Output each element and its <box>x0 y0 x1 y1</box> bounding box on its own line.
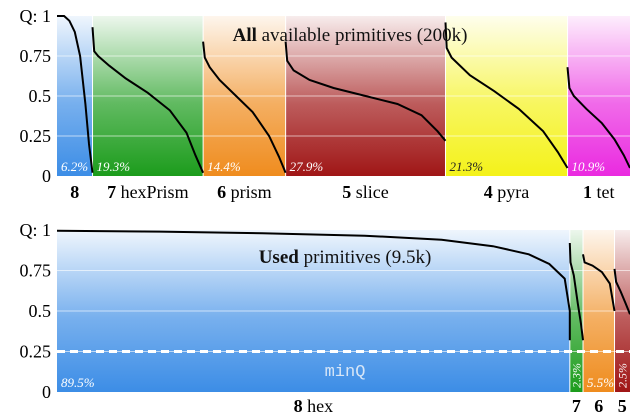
chart-used-primitives: minQ 89.5% 2.3% 5.5% 2.5% Used primitives (… <box>20 220 630 416</box>
category-label-5: 5 slice <box>342 182 389 202</box>
x-axis-category-labels: 8 hex 7 6 5 <box>294 396 627 416</box>
y-tick-label: 0.75 <box>20 46 52 66</box>
quality-curve-4 <box>444 22 569 169</box>
category-label-1: 1 tet <box>583 182 615 202</box>
quality-curve-8 <box>57 15 94 173</box>
y-tick-label: 0.5 <box>29 301 52 321</box>
quality-curve-6 <box>582 254 616 312</box>
chart-all-primitives: 6.2% 19.3% 14.4% 27.9% 21.3% 10.9% All availa… <box>20 6 630 202</box>
y-axis: Q: 1 0.75 0.5 0.25 0 <box>20 220 52 402</box>
y-tick-label: 0 <box>42 166 51 186</box>
y-tick-label: 0.5 <box>29 86 52 106</box>
quality-curve-7 <box>568 242 584 341</box>
quality-curve-8 <box>56 229 571 341</box>
x-axis-category-labels: 8 7 hexPrism 6 prism 5 slice 4 pyra 1 tet <box>70 182 614 202</box>
quality-curve-7 <box>91 27 205 174</box>
percent-label-7: 19.3% <box>97 159 131 174</box>
y-axis: Q: 1 0.75 0.5 0.25 0 <box>20 6 52 186</box>
chart-title: Used primitives (9.5k) <box>259 247 432 268</box>
category-label-6: 6 <box>594 396 603 416</box>
minq-label: minQ <box>325 363 366 382</box>
category-label-8: 8 <box>70 182 79 202</box>
percent-label-7: 2.3% <box>569 363 583 388</box>
quality-curves <box>56 229 630 341</box>
percent-label-6: 5.5% <box>587 375 614 390</box>
category-label-6: 6 prism <box>217 182 272 202</box>
percent-label-1: 10.9% <box>572 159 606 174</box>
y-tick-label: 0.25 <box>20 342 52 362</box>
percent-labels: 6.2% 19.3% 14.4% 27.9% 21.3% 10.9% <box>61 159 605 174</box>
chart-title: All available primitives (200k) <box>233 25 468 46</box>
percent-label-5: 27.9% <box>290 159 324 174</box>
percent-label-4: 21.3% <box>449 159 483 174</box>
y-tick-label: 0.25 <box>20 126 52 146</box>
category-label-4: 4 pyra <box>484 182 529 202</box>
y-tick-label: 0 <box>42 382 51 402</box>
quality-curve-5 <box>613 268 630 315</box>
category-label-7: 7 hexPrism <box>107 182 189 202</box>
y-tick-label: 0.75 <box>20 261 52 281</box>
category-label-8: 8 hex <box>294 396 334 416</box>
percent-label-5: 2.5% <box>615 363 629 388</box>
percent-labels: 89.5% 2.3% 5.5% 2.5% <box>61 363 629 390</box>
percent-label-6: 14.4% <box>207 159 241 174</box>
percent-label-8: 89.5% <box>61 375 95 390</box>
category-label-7: 7 <box>572 396 581 416</box>
minq-threshold: minQ <box>57 350 630 382</box>
quality-curve-5 <box>284 41 447 142</box>
quality-curve-1 <box>566 67 630 169</box>
percent-label-8: 6.2% <box>61 159 88 174</box>
y-tick-label: Q: 1 <box>20 6 52 26</box>
quality-curve-6 <box>202 41 287 174</box>
category-label-5: 5 <box>618 396 627 416</box>
quality-curves <box>57 15 630 174</box>
y-tick-label: Q: 1 <box>20 220 52 240</box>
